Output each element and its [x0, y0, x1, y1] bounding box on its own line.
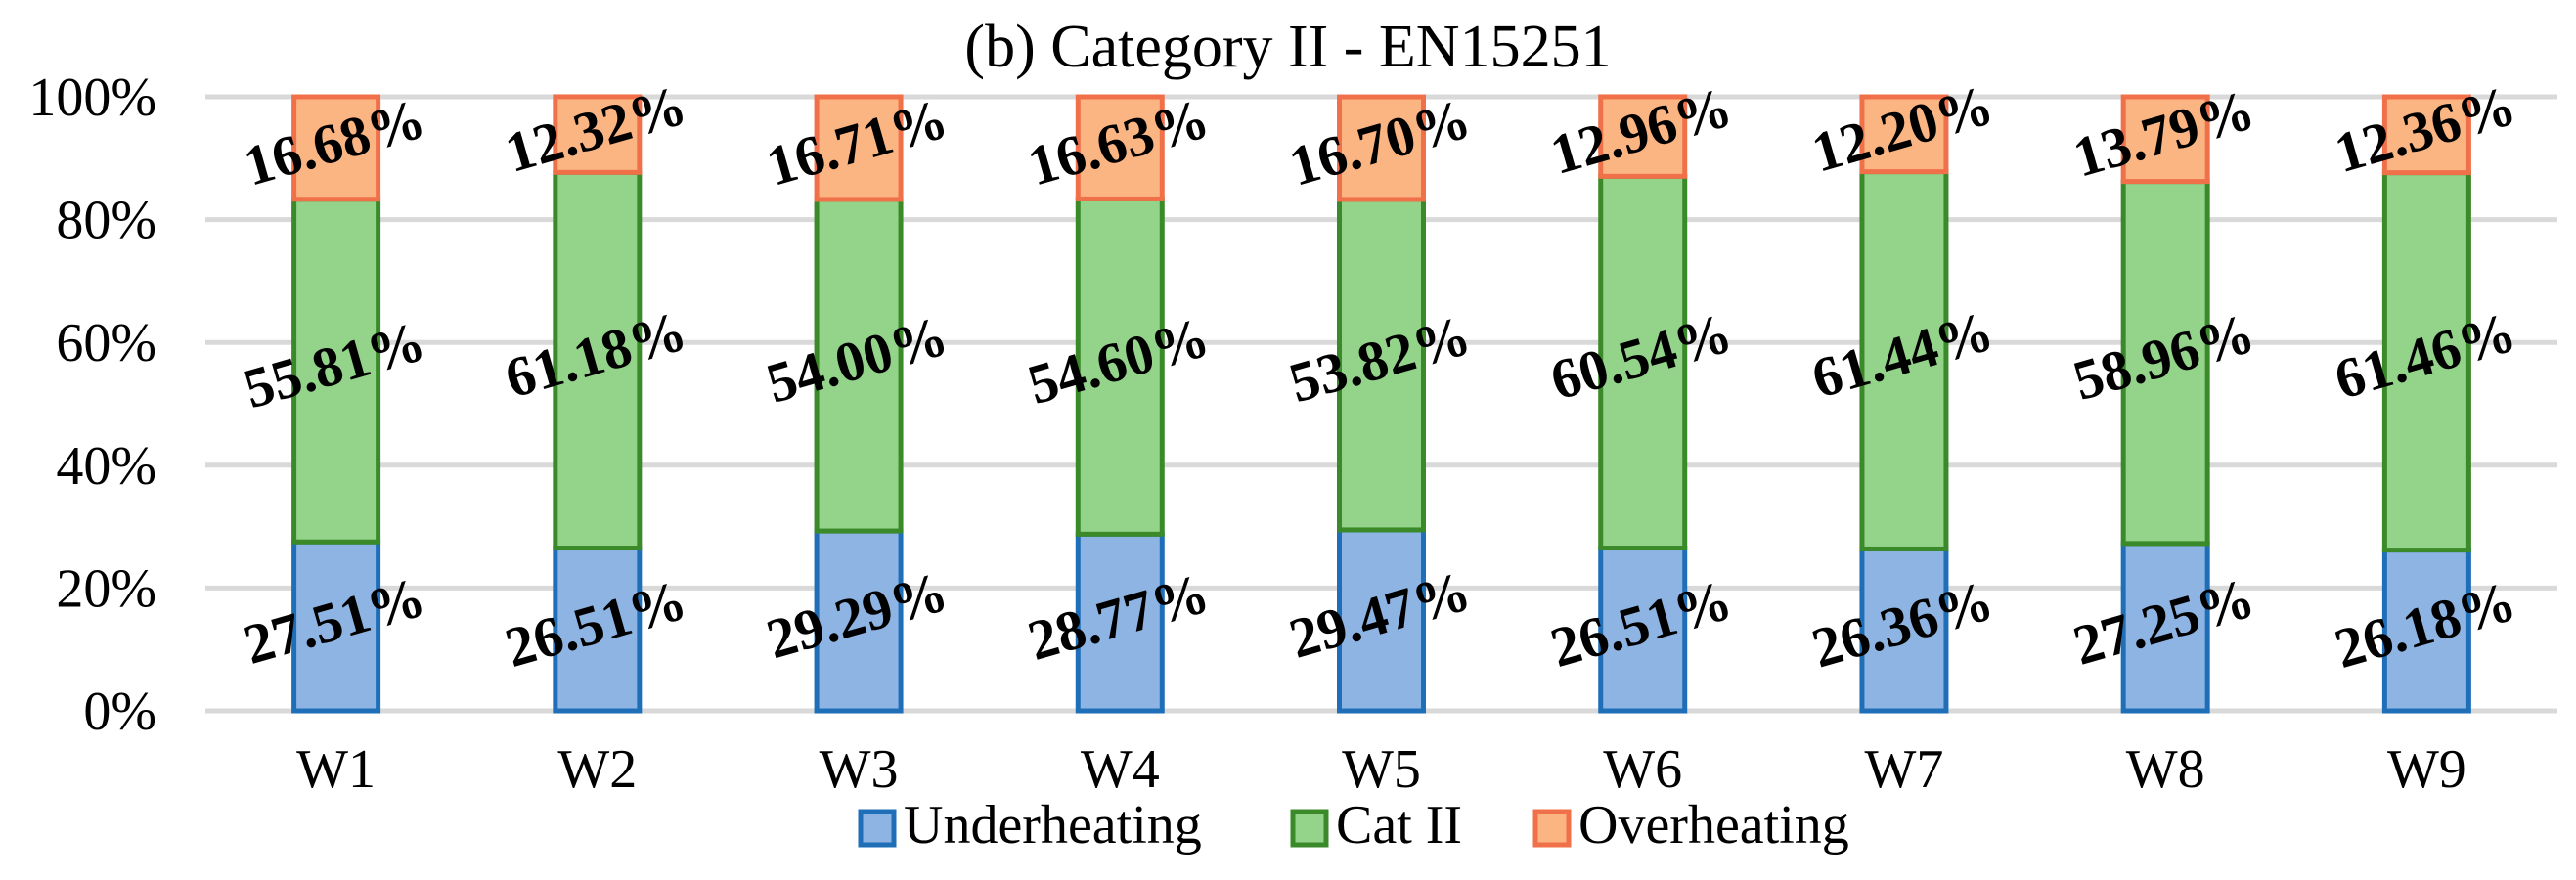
x-axis-ticks: W1 W2 W3 W4 W5 W6 W7 W8 W9: [296, 739, 2466, 800]
bar-underheating-w7: [1859, 546, 1949, 714]
bar-cat-ii-w3: [814, 197, 904, 534]
x-tick-label: W8: [2126, 739, 2205, 800]
legend-label: Underheating: [904, 795, 1202, 856]
legend: Underheating Cat II Overheating: [858, 795, 1849, 856]
legend-label: Cat II: [1336, 795, 1462, 856]
bar-cat-ii-w2: [553, 169, 643, 551]
y-axis-ticks: 0% 20% 40% 60% 80% 100%: [28, 67, 156, 742]
bar-underheating-w4: [1075, 531, 1165, 714]
bar-underheating-w6: [1598, 546, 1688, 714]
legend-label: Overheating: [1578, 795, 1849, 856]
bar-overheating-w2: [553, 94, 643, 175]
bar-overheating-w4: [1075, 94, 1165, 201]
y-tick-label: 100%: [28, 67, 156, 128]
x-tick-label: W9: [2387, 739, 2466, 800]
legend-swatch-cat-ii: [1290, 809, 1329, 848]
x-tick-label: W6: [1603, 739, 1682, 800]
x-tick-label: W1: [296, 739, 376, 800]
y-tick-label: 40%: [56, 436, 156, 497]
y-tick-label: 0%: [83, 682, 156, 742]
chart-title: (b) Category II - EN15251: [964, 14, 1611, 80]
bar-underheating-w9: [2381, 548, 2471, 714]
x-tick-label: W3: [820, 739, 899, 800]
x-tick-label: W4: [1081, 739, 1160, 800]
bar-overheating-w8: [2120, 94, 2210, 185]
bar-overheating-w3: [814, 94, 904, 202]
bars: [291, 94, 2471, 714]
y-tick-label: 60%: [56, 313, 156, 374]
bar-underheating-w8: [2120, 541, 2210, 714]
bar-underheating-w3: [814, 528, 904, 714]
x-tick-label: W2: [557, 739, 637, 800]
bar-overheating-w1: [291, 94, 381, 202]
x-tick-label: W7: [1865, 739, 1944, 800]
bar-overheating-w5: [1337, 94, 1426, 202]
legend-swatch-underheating: [858, 809, 897, 848]
bar-overheating-w9: [2381, 94, 2471, 176]
bar-overheating-w6: [1598, 94, 1688, 179]
y-tick-label: 20%: [56, 558, 156, 619]
legend-swatch-overheating: [1532, 809, 1572, 848]
x-tick-label: W5: [1342, 739, 1421, 800]
bar-overheating-w7: [1859, 94, 1949, 175]
bar-cat-ii-w9: [2381, 170, 2471, 553]
y-tick-label: 80%: [56, 191, 156, 251]
bar-cat-ii-w1: [291, 197, 381, 545]
bar-cat-ii-w8: [2120, 179, 2210, 547]
bar-cat-ii-w5: [1337, 197, 1426, 533]
bar-underheating-w5: [1337, 527, 1426, 714]
bar-cat-ii-w4: [1075, 196, 1165, 537]
